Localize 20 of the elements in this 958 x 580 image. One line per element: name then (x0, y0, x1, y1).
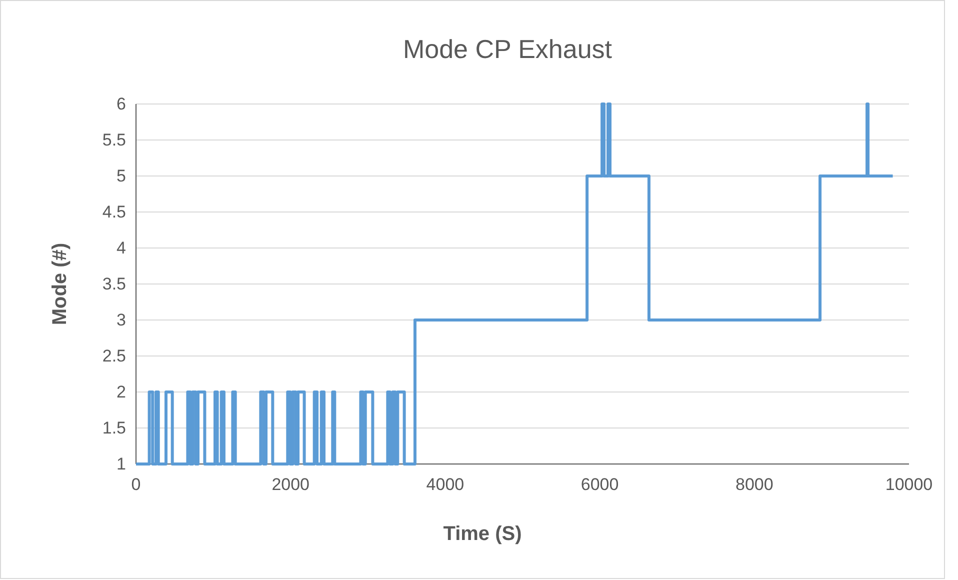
x-tick-label: 0 (131, 475, 141, 494)
x-tick-label: 2000 (272, 475, 310, 494)
y-tick-label: 5.5 (102, 130, 126, 150)
y-axis-title: Mode (#) (49, 242, 71, 326)
y-tick-label: 2 (116, 382, 126, 402)
x-tick-label: 10000 (885, 475, 933, 494)
x-tick-label: 8000 (735, 475, 774, 494)
y-tick-label: 1 (116, 454, 126, 474)
y-tick-label: 5 (116, 166, 126, 186)
y-tick-label: 4 (116, 238, 126, 258)
y-tick-label: 4.5 (102, 202, 126, 222)
y-tick-label: 3.5 (102, 274, 126, 294)
x-axis-title: Time (S) (443, 523, 522, 545)
x-tick-label: 6000 (580, 475, 619, 494)
y-tick-label: 2.5 (102, 346, 126, 366)
y-tick-label: 6 (116, 94, 126, 114)
y-tick-label: 3 (116, 310, 126, 330)
x-tick-label: 4000 (426, 475, 464, 494)
chart-title: Mode CP Exhaust (402, 34, 613, 64)
y-tick-label: 1.5 (102, 418, 126, 438)
